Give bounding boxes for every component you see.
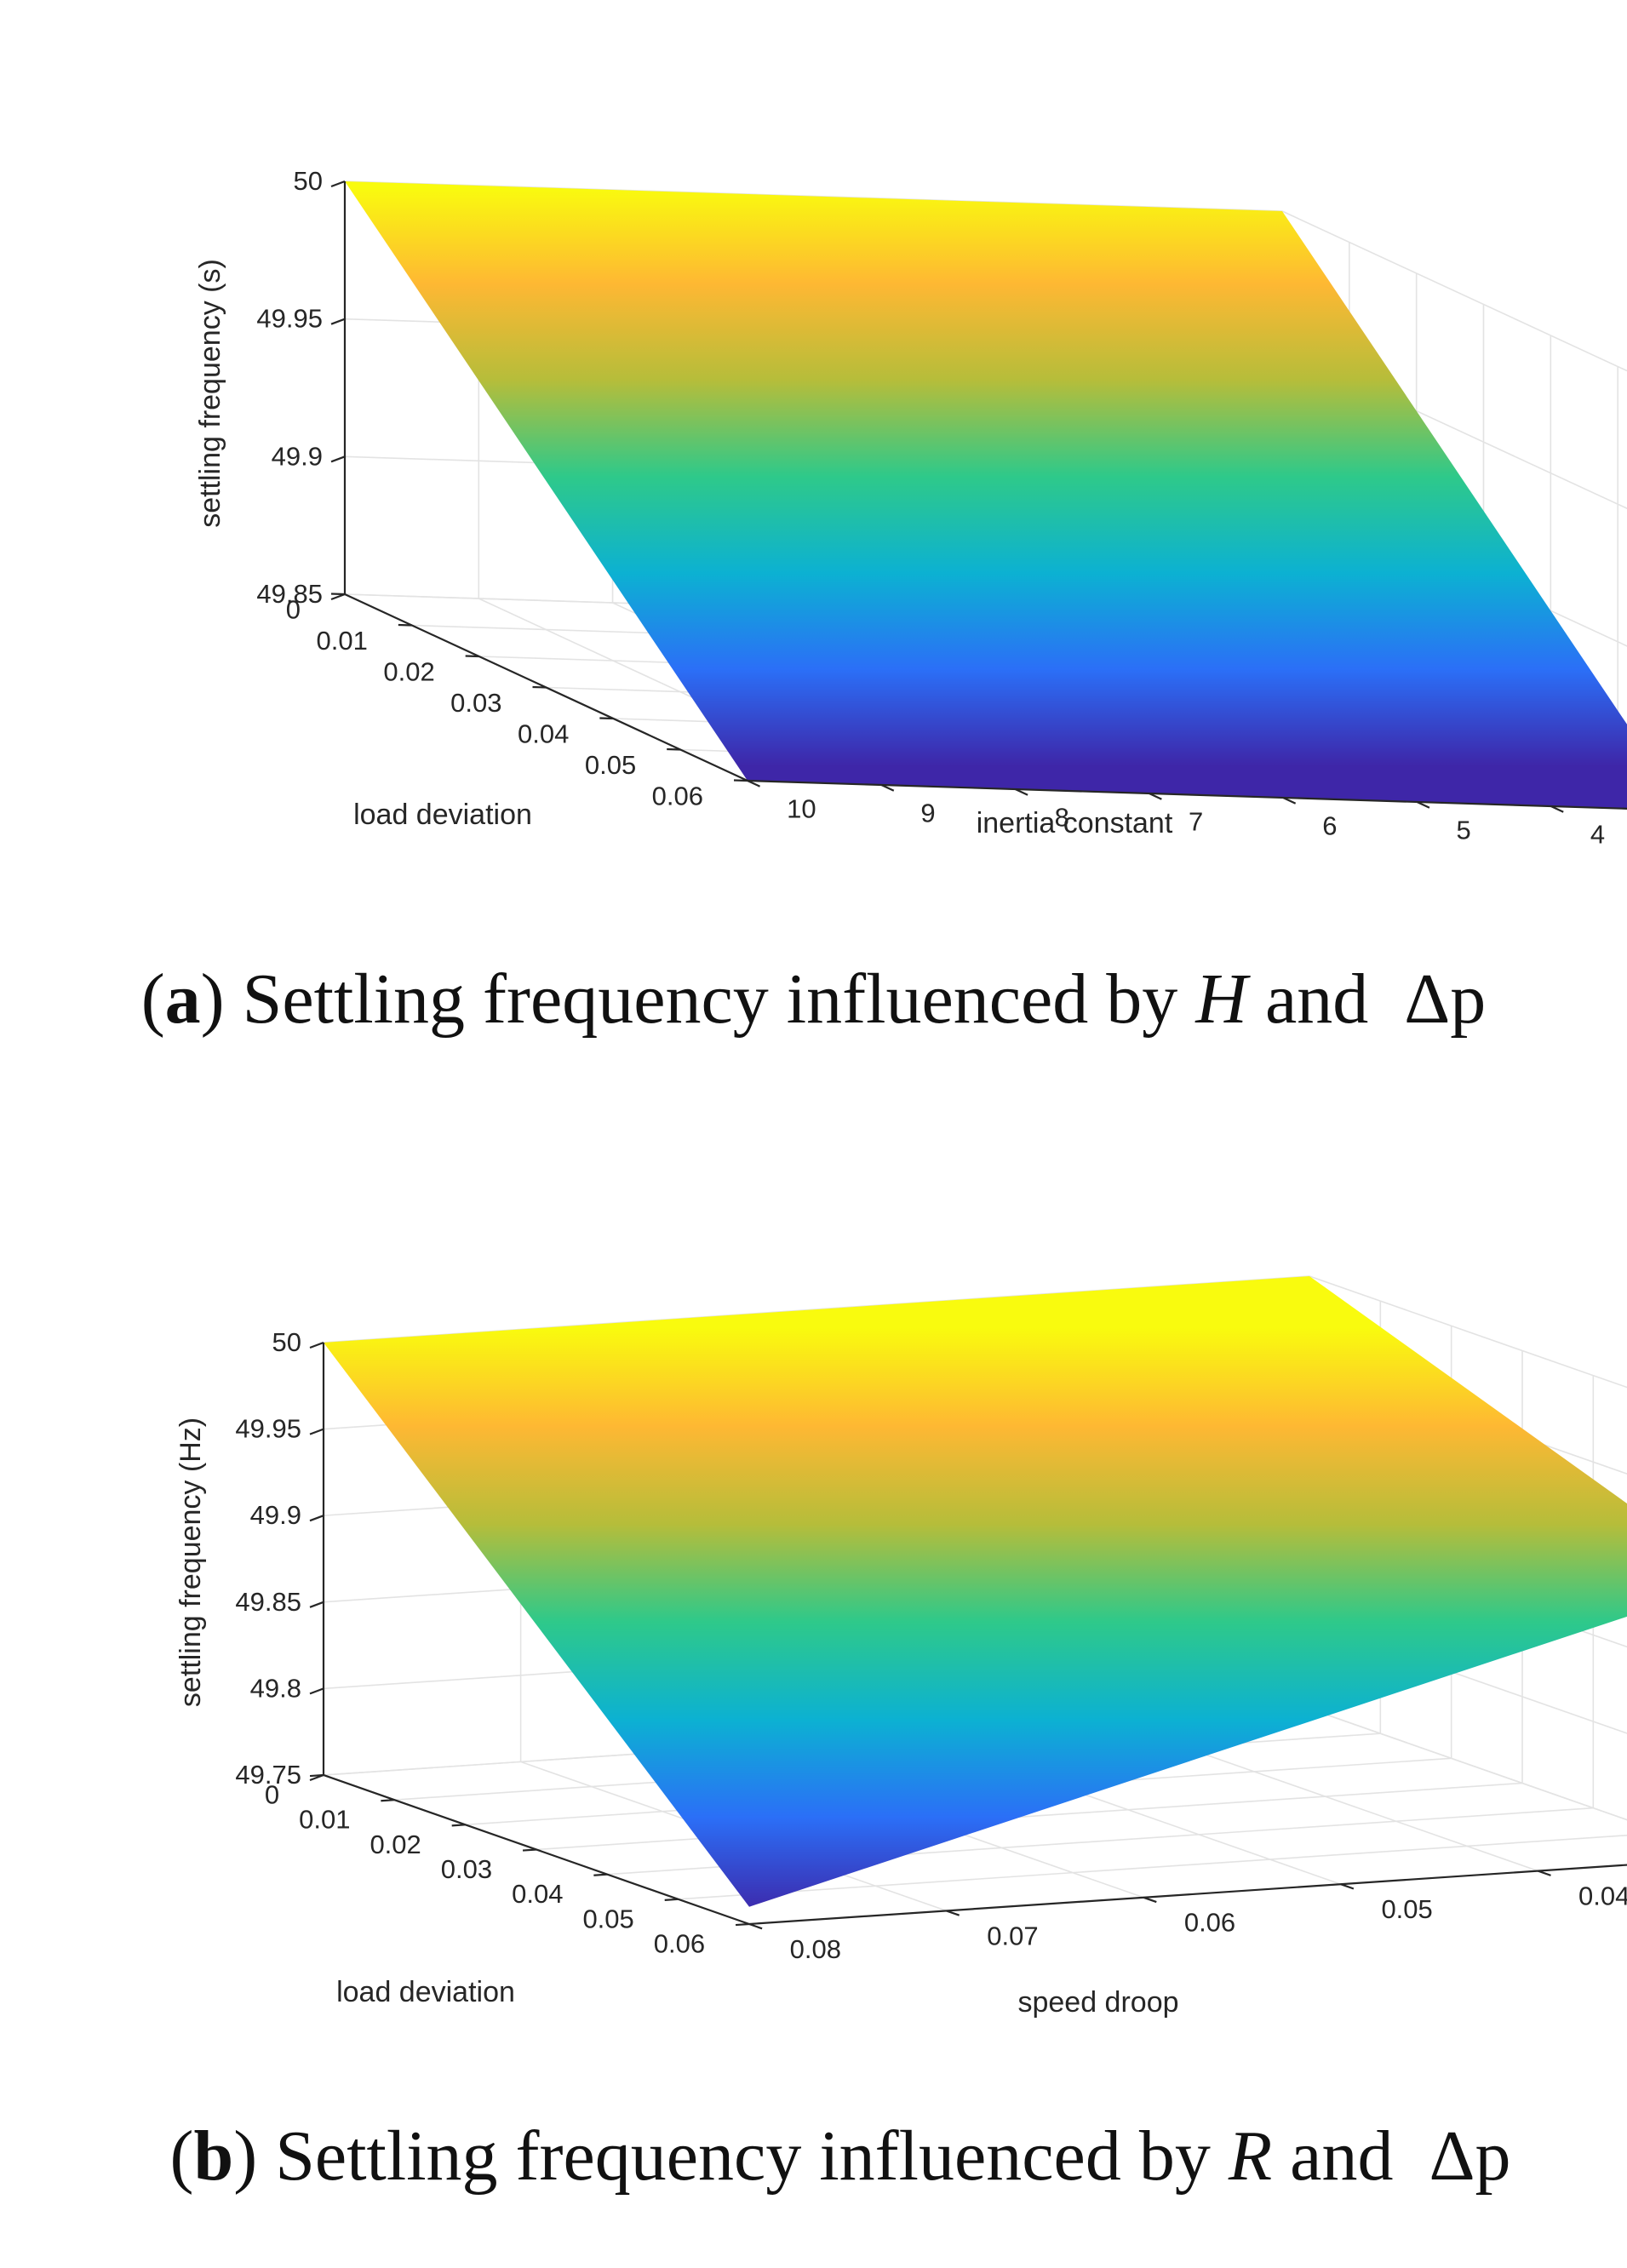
x-tick-mark-4 <box>593 1873 608 1876</box>
back-wall-grid-z-0 <box>1309 1708 1627 1821</box>
z-tick-mark-2 <box>309 1601 324 1608</box>
x-tick-mark-2 <box>451 1824 466 1827</box>
x-tick-label-2: 0.02 <box>370 1830 421 1859</box>
x-tick-mark-5 <box>667 747 681 751</box>
floor-grid-x-5 <box>678 1834 1627 1900</box>
y-tick-label-3: 6 <box>1322 811 1337 841</box>
caption-a-text: Settling frequency influenced by <box>242 959 1178 1039</box>
chart-panel-b: 00.010.020.030.040.050.060.030.040.050.0… <box>175 1275 1627 2019</box>
y-tick-mark-1 <box>1538 1870 1551 1876</box>
x-tick-mark-3 <box>532 685 547 689</box>
z-tick-label-0: 49.75 <box>235 1760 301 1790</box>
x-tick-label-4: 0.04 <box>518 719 569 748</box>
y-tick-label-1: 0.04 <box>1578 1881 1627 1910</box>
y-tick-label-4: 0.07 <box>987 1921 1038 1950</box>
floor-grid-y-0 <box>1309 1708 1627 1821</box>
x-tick-label-2: 0.02 <box>383 656 434 686</box>
caption-a: (a) Settling frequency influenced by H a… <box>140 959 1487 1039</box>
x-tick-label-5: 0.05 <box>585 750 636 780</box>
caption-b: (b) Settling frequency influenced by R a… <box>116 2116 1511 2196</box>
z-tick-label-3: 50 <box>294 166 323 196</box>
x-tick-label-5: 0.05 <box>582 1904 633 1933</box>
x-tick-mark-5 <box>664 1898 679 1902</box>
surface-patch <box>345 181 1627 809</box>
y-tick-mark-2 <box>1416 801 1430 809</box>
caption-b-label: b <box>193 2116 234 2196</box>
z-tick-label-1: 49.8 <box>250 1673 301 1703</box>
z-tick-mark-0 <box>309 1773 324 1782</box>
y-axis-line <box>748 1864 1627 1926</box>
y-axis-label: inertia constant <box>977 807 1173 839</box>
z-tick-label-2: 49.95 <box>256 304 323 334</box>
x-tick-mark-1 <box>398 623 412 627</box>
chart-panel-a: 00.010.020.030.040.050.0634567891049.854… <box>194 166 1627 850</box>
caption-a-delta: Δp <box>1404 959 1487 1039</box>
x-tick-label-0: 0 <box>265 1779 279 1809</box>
x-axis-label: load deviation <box>353 799 532 831</box>
caption-a-connector: and <box>1264 959 1369 1039</box>
z-tick-label-3: 49.9 <box>250 1500 301 1530</box>
y-tick-mark-3 <box>1143 1896 1157 1904</box>
z-tick-mark-5 <box>309 1341 324 1349</box>
caption-a-symbol: H <box>1195 959 1247 1039</box>
x-tick-mark-6 <box>733 779 748 782</box>
y-tick-mark-3 <box>1282 797 1297 805</box>
y-tick-mark-5 <box>1015 788 1028 796</box>
z-tick-label-4: 49.95 <box>235 1414 301 1444</box>
x-tick-mark-3 <box>522 1848 537 1852</box>
z-tick-mark-1 <box>330 455 346 463</box>
y-tick-label-3: 0.06 <box>1184 1908 1235 1938</box>
z-tick-mark-2 <box>330 318 346 325</box>
x-tick-mark-6 <box>735 1922 750 1927</box>
caption-b-delta: Δp <box>1429 2116 1511 2196</box>
y-tick-label-2: 5 <box>1457 816 1471 845</box>
z-tick-mark-3 <box>330 180 346 188</box>
y-tick-mark-1 <box>1550 805 1564 813</box>
x-tick-label-6: 0.06 <box>654 1928 705 1958</box>
x-tick-label-3: 0.03 <box>450 688 501 718</box>
z-tick-label-5: 50 <box>272 1327 301 1357</box>
x-tick-label-4: 0.04 <box>512 1879 563 1909</box>
x-tick-mark-4 <box>599 717 614 720</box>
z-axis-label: settling frequency (s) <box>194 259 226 528</box>
x-axis-label: load deviation <box>336 1976 515 2008</box>
x-tick-label-1: 0.01 <box>299 1805 350 1835</box>
z-tick-mark-4 <box>309 1428 324 1435</box>
y-tick-mark-6 <box>880 784 895 792</box>
y-tick-mark-4 <box>1149 793 1162 800</box>
x-tick-label-3: 0.03 <box>441 1854 492 1884</box>
back-wall-grid-z-3 <box>1281 210 1627 372</box>
x-tick-label-6: 0.06 <box>652 781 703 810</box>
y-tick-mark-4 <box>946 1910 960 1916</box>
z-tick-label-2: 49.85 <box>235 1587 301 1617</box>
z-tick-mark-0 <box>330 593 346 601</box>
back-wall-grid-z-5 <box>1309 1275 1627 1389</box>
x-tick-label-0: 0 <box>286 594 301 624</box>
caption-b-symbol: R <box>1228 2116 1273 2196</box>
y-axis-line <box>747 779 1627 810</box>
y-tick-label-6: 9 <box>920 799 935 828</box>
y-tick-label-5: 0.08 <box>790 1934 841 1964</box>
y-tick-label-1: 4 <box>1590 820 1605 850</box>
y-tick-label-4: 7 <box>1189 807 1203 837</box>
z-tick-mark-3 <box>309 1515 324 1522</box>
z-axis-label: settling frequency (Hz) <box>175 1418 207 1707</box>
x-tick-label-1: 0.01 <box>317 626 368 656</box>
surface-patch <box>324 1276 1627 1907</box>
y-tick-label-7: 10 <box>787 794 816 824</box>
z-tick-mark-1 <box>309 1687 324 1695</box>
caption-b-connector: and <box>1290 2116 1394 2196</box>
y-tick-label-2: 0.05 <box>1381 1894 1432 1924</box>
y-tick-mark-7 <box>747 780 760 788</box>
y-tick-mark-5 <box>748 1922 763 1930</box>
caption-b-text: Settling frequency influenced by <box>275 2116 1211 2196</box>
z-tick-label-0: 49.85 <box>256 579 323 609</box>
caption-a-label: a <box>164 959 201 1039</box>
y-axis-label: speed droop <box>1017 1986 1178 2019</box>
y-tick-label-5: 8 <box>1055 803 1069 833</box>
x-tick-mark-1 <box>381 1799 395 1802</box>
z-tick-label-1: 49.9 <box>272 441 323 471</box>
y-tick-mark-2 <box>1340 1883 1355 1890</box>
